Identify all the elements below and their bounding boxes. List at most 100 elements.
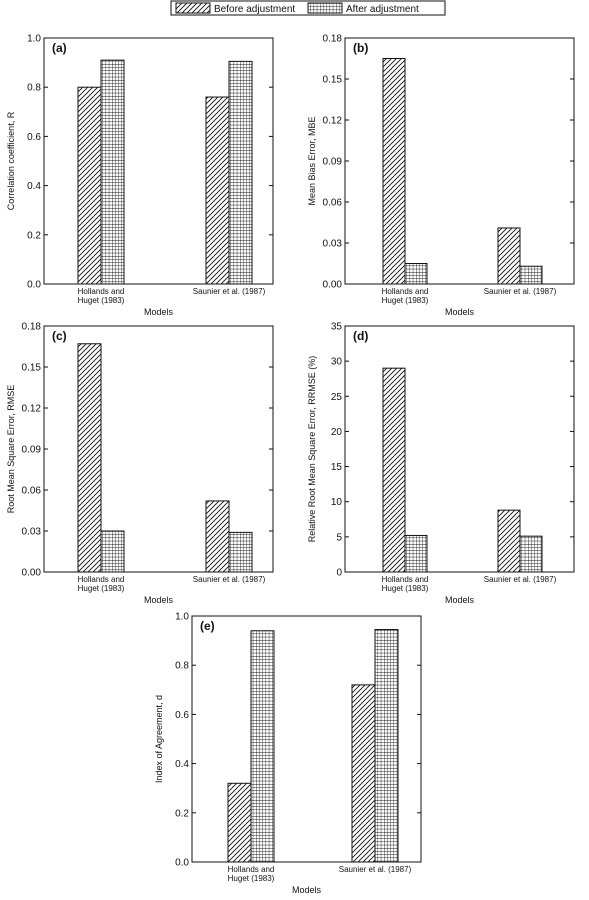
y-tick-label: 25: [331, 392, 343, 403]
legend-label-before: Before adjustment: [214, 4, 295, 15]
bar-before-1: [77, 86, 102, 285]
x-category-label: Hollands and: [382, 287, 429, 296]
y-axis-title: Correlation coefficient, R: [6, 111, 16, 210]
bar-before-1: [382, 58, 406, 285]
legend-swatch-after: [307, 2, 343, 14]
bar-before-1: [77, 343, 102, 573]
y-tick-label: 30: [331, 357, 343, 368]
x-category-label: Hollands and: [382, 575, 429, 584]
x-axis-title: Models: [292, 885, 322, 895]
y-tick-label: 35: [331, 322, 343, 333]
chart-panel-3: 0.00 0.03 0.06 0.09 0.12 0.15 0.18 Hollands and…: [6, 322, 274, 605]
y-tick-label: 0.18: [323, 34, 343, 45]
x-category-label: Huget (1983): [78, 584, 125, 593]
x-category-label: Huget (1983): [228, 874, 275, 883]
y-axis-title: Mean Bias Error, MBE: [307, 116, 317, 205]
y-tick-label: 0.09: [323, 157, 343, 168]
x-category-label: Saunier et al. (1987): [193, 287, 266, 296]
y-tick-label: 0.12: [323, 116, 343, 127]
y-tick-label: 20: [331, 427, 343, 438]
y-tick-label: 0.09: [22, 445, 42, 456]
x-category-label: Huget (1983): [78, 296, 125, 305]
y-tick-label: 1.0: [175, 612, 189, 623]
bar-before-2: [351, 684, 376, 863]
plot-frame: [344, 325, 575, 573]
y-tick-label: 0.00: [22, 568, 42, 579]
y-tick-label: 0.03: [22, 527, 42, 538]
y-tick-label: 15: [331, 462, 343, 473]
legend-swatch-before: [175, 2, 211, 14]
plot-frame: [344, 37, 575, 285]
x-axis-title: Models: [445, 307, 475, 317]
y-tick-label: 0.8: [175, 661, 189, 672]
legend-label-after: After adjustment: [346, 4, 419, 15]
bar-before-1: [382, 367, 406, 573]
chart-panel-2: 0.00 0.03 0.06 0.09 0.12 0.15 0.18 Hollands and…: [307, 34, 575, 317]
bar-before-2: [205, 96, 230, 285]
y-axis-title: Index of Agreement, d: [154, 695, 164, 783]
bar-after-1: [250, 630, 275, 863]
x-category-label: Huget (1983): [382, 584, 429, 593]
bar-after-1: [404, 534, 428, 573]
legend-frame: [170, 0, 446, 16]
y-tick-label: 0.6: [27, 132, 41, 143]
y-tick-label: 10: [331, 497, 343, 508]
x-axis-title: Models: [144, 595, 174, 605]
y-tick-label: 0.00: [323, 280, 343, 291]
y-tick-label: 0.4: [175, 759, 189, 770]
y-tick-label: 0.2: [27, 230, 41, 241]
bar-before-2: [497, 227, 521, 285]
y-tick-label: 1.0: [27, 34, 41, 45]
y-tick-label: 0.8: [27, 83, 41, 94]
bar-after-2: [374, 629, 399, 863]
x-category-label: Hollands and: [78, 287, 125, 296]
panel-label: (a): [52, 41, 67, 55]
y-tick-label: 0.15: [22, 363, 42, 374]
y-tick-label: 0.06: [22, 486, 42, 497]
x-category-label: Saunier et al. (1987): [484, 287, 557, 296]
y-tick-label: 0.6: [175, 710, 189, 721]
x-category-label: Saunier et al. (1987): [484, 575, 557, 584]
bar-after-2: [228, 60, 253, 285]
panel-label: (c): [52, 329, 67, 343]
y-axis-title: Root Mean Square Error, RMSE: [6, 385, 16, 514]
y-tick-label: 0.2: [175, 808, 189, 819]
y-tick-label: 0: [336, 568, 342, 579]
bar-after-1: [404, 263, 428, 285]
bar-before-2: [497, 509, 521, 573]
y-tick-label: 0.4: [27, 181, 41, 192]
y-axis-title: Relative Root Mean Square Error, RRMSE (…: [307, 356, 317, 543]
panel-label: (b): [353, 41, 368, 55]
y-tick-label: 0.03: [323, 239, 343, 250]
plot-frame: [191, 615, 422, 863]
y-tick-label: 0.15: [323, 75, 343, 86]
plot-frame: [43, 37, 274, 285]
x-category-label: Huget (1983): [382, 296, 429, 305]
y-tick-label: 0.12: [22, 404, 42, 415]
bar-after-2: [228, 531, 253, 573]
x-axis-title: Models: [445, 595, 475, 605]
bar-after-2: [519, 265, 543, 285]
y-tick-label: 0.18: [22, 322, 42, 333]
bar-after-1: [100, 59, 125, 285]
y-tick-label: 0.06: [323, 198, 343, 209]
x-axis-title: Models: [144, 307, 174, 317]
x-category-label: Hollands and: [228, 865, 275, 874]
x-category-label: Saunier et al. (1987): [193, 575, 266, 584]
panel-label: (d): [353, 329, 368, 343]
y-tick-label: 5: [336, 532, 342, 543]
panel-label: (e): [200, 619, 215, 633]
legend: Before adjustment After adjustment: [170, 0, 446, 16]
y-tick-label: 0.0: [27, 280, 41, 291]
bar-after-2: [519, 535, 543, 573]
y-tick-label: 0.0: [175, 858, 189, 869]
x-category-label: Saunier et al. (1987): [339, 865, 412, 874]
x-category-label: Hollands and: [78, 575, 125, 584]
bar-before-2: [205, 500, 230, 573]
bar-before-1: [227, 782, 252, 863]
